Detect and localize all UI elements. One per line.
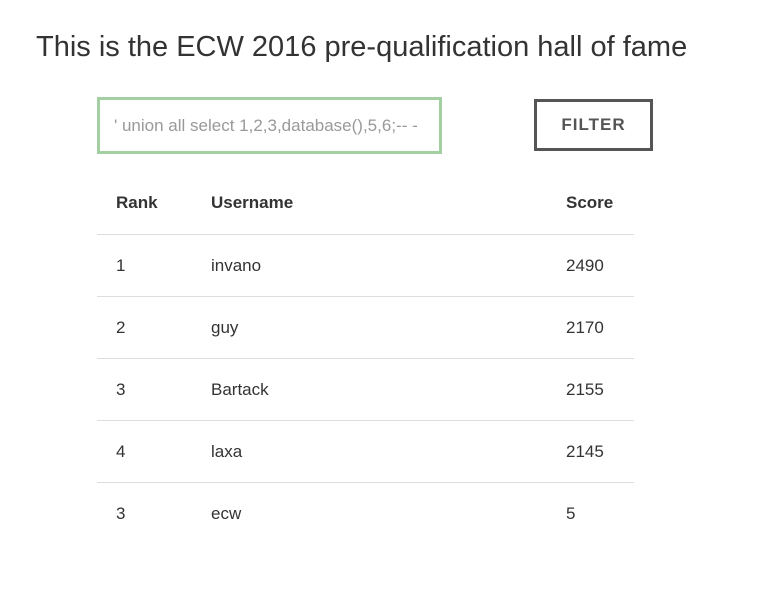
rank-cell: 3 [116, 503, 126, 523]
rank-cell: 3 [97, 358, 211, 421]
score-cell: 2170 [566, 296, 634, 359]
column-header-rank: Rank [97, 172, 211, 235]
table-header-row: Rank Username Score [97, 172, 634, 235]
rank-cell: 1 [97, 234, 211, 297]
filter-input[interactable] [97, 97, 442, 154]
column-header-username: Username [211, 172, 566, 235]
page-title: This is the ECW 2016 pre-qualification h… [36, 31, 688, 63]
username-cell: Bartack [211, 358, 566, 421]
column-header-score: Score [566, 172, 634, 235]
score-cell: 5 [566, 503, 576, 523]
table-row: 3 ecw 5 [97, 483, 634, 545]
rank-cell: 2 [97, 296, 211, 359]
table-row: 1 invano 2490 [97, 234, 634, 297]
table-row: 2 guy 2170 [97, 296, 634, 359]
username-cell: laxa [211, 420, 566, 483]
table-row: 3 Bartack 2155 [97, 358, 634, 421]
filter-button[interactable]: FILTER [534, 99, 653, 151]
score-cell: 2155 [566, 358, 634, 421]
username-cell: guy [211, 296, 566, 359]
username-cell: ecw [211, 503, 242, 523]
table-row: 4 laxa 2145 [97, 420, 634, 483]
score-cell: 2145 [566, 420, 634, 483]
rank-cell: 4 [97, 420, 211, 483]
score-cell: 2490 [566, 234, 634, 297]
hall-of-fame-table: Rank Username Score 1 invano 2490 2 guy … [97, 172, 634, 544]
username-cell: invano [211, 234, 566, 297]
